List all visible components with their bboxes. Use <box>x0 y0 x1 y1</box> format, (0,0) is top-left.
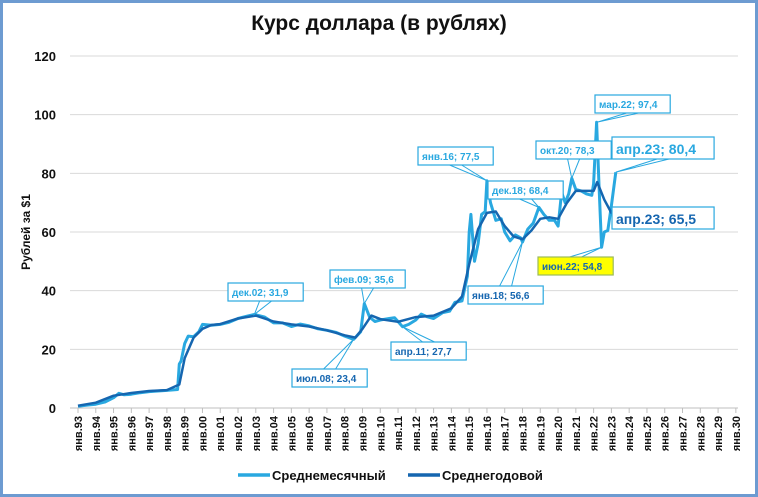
x-tick-label: янв.15 <box>464 416 476 451</box>
x-tick-label: янв.99 <box>180 416 192 451</box>
x-tick-label: янв.24 <box>624 415 636 451</box>
annotation-label: июл.08; 23,4 <box>296 374 357 385</box>
annotation-box <box>611 136 715 160</box>
x-tick-label: янв.96 <box>126 416 138 451</box>
y-tick-label: 80 <box>42 166 56 181</box>
annotation-leader <box>615 158 670 173</box>
annotation-label: янв.16; 77,5 <box>422 152 480 163</box>
x-tick-label: янв.05 <box>286 416 298 451</box>
annotation-label: янв.18; 56,6 <box>472 291 530 302</box>
y-tick-label: 0 <box>49 401 56 416</box>
annotation-label: фев.09; 35,6 <box>334 274 394 286</box>
x-axis: янв.93 янв.94 янв.95 янв.96 янв.97 янв.98 янв.… <box>70 407 743 451</box>
data-annotations: дек.02; 31,9 июл.08; 23,4 фев.09; 35,6 апр.… <box>227 94 715 388</box>
legend: Среднемесячный Среднегодовой <box>238 468 543 483</box>
x-tick-label: янв.22 <box>589 416 601 451</box>
x-tick-label: янв.98 <box>162 416 174 451</box>
y-tick-label: 60 <box>42 225 56 240</box>
x-tick-label: янв.94 <box>91 415 103 451</box>
x-tick-label: янв.06 <box>304 416 316 451</box>
annotation-box <box>594 94 671 114</box>
y-tick-label: 40 <box>42 284 56 299</box>
x-tick-label: янв.13 <box>429 416 441 451</box>
x-tick-label: янв.10 <box>375 416 387 451</box>
annotation-leader <box>361 287 375 305</box>
x-tick-label: янв.09 <box>357 416 369 451</box>
x-tick-label: янв.29 <box>713 416 725 451</box>
annotation-box <box>467 285 544 305</box>
x-tick-label: янв.00 <box>197 416 209 451</box>
y-tick-label: 20 <box>42 342 56 357</box>
annotation-leader <box>519 198 540 208</box>
annotation-box <box>611 206 715 230</box>
annotation-leader <box>449 164 488 182</box>
annotation-label: апр.23; 65,5 <box>616 211 696 227</box>
annotation-leader <box>323 339 355 370</box>
legend-label: Среднемесячный <box>272 468 386 483</box>
annotation-box <box>487 180 564 200</box>
x-tick-label: янв.93 <box>73 416 85 451</box>
x-tick-label: янв.02 <box>233 416 245 451</box>
annotation-label: дек.02; 31,9 <box>232 288 289 299</box>
x-tick-label: янв.25 <box>642 416 654 451</box>
x-tick-label: янв.07 <box>322 416 334 451</box>
annotation-label: мар.22; 97,4 <box>599 100 658 111</box>
annotation-label: апр.11; 27,7 <box>395 347 452 358</box>
x-tick-label: янв.28 <box>695 416 707 451</box>
x-tick-label: янв.12 <box>411 416 423 451</box>
x-tick-label: янв.16 <box>482 416 494 451</box>
annotation-box <box>535 140 612 160</box>
y-axis-label: Рублей за $1 <box>19 194 33 270</box>
x-tick-label: янв.03 <box>251 416 263 451</box>
series-line-yearly <box>77 180 617 407</box>
annotation-label: июн.22; 54,8 <box>542 262 603 273</box>
annotation-box <box>329 269 406 289</box>
annotation-label: окт.20; 78,3 <box>540 146 595 157</box>
series-line-monthly <box>77 120 618 408</box>
annotation-leader <box>402 326 435 343</box>
x-tick-label: янв.18 <box>518 416 530 451</box>
x-tick-label: янв.11 <box>393 416 405 451</box>
x-tick-label: янв.30 <box>731 416 743 451</box>
y-tick-label: 120 <box>34 49 56 64</box>
annotation-label: дек.18; 68,4 <box>492 186 549 197</box>
series-lines <box>77 120 618 408</box>
annotation-box <box>291 368 368 388</box>
x-tick-label: янв.08 <box>340 416 352 451</box>
x-tick-label: янв.04 <box>269 415 281 451</box>
annotation-box <box>390 341 467 361</box>
x-tick-label: янв.95 <box>109 416 121 451</box>
annotation-leader <box>499 241 523 287</box>
chart-title: Курс доллара (в рублях) <box>251 12 507 35</box>
x-tick-label: янв.19 <box>535 416 547 451</box>
y-tick-label: 100 <box>34 108 56 123</box>
x-tick-label: янв.97 <box>144 416 156 451</box>
x-tick-label: янв.01 <box>215 416 227 451</box>
x-tick-label: янв.14 <box>446 415 458 451</box>
annotation-box <box>417 146 494 166</box>
legend-label: Среднегодовой <box>442 468 543 483</box>
x-tick-label: янв.20 <box>553 416 565 451</box>
annotation-leader <box>567 158 581 181</box>
annotation-label: апр.23; 80,4 <box>616 141 696 157</box>
annotation-box <box>537 256 614 276</box>
x-tick-label: янв.23 <box>606 416 618 451</box>
x-tick-label: янв.26 <box>660 416 672 451</box>
annotation-leader <box>596 112 639 123</box>
annotation-box <box>227 282 304 302</box>
y-axis-ticks: 0 20 40 60 80 100 120 <box>34 49 56 416</box>
x-tick-label: янв.21 <box>571 416 583 451</box>
x-tick-label: янв.27 <box>678 416 690 451</box>
x-tick-label: янв.17 <box>500 416 512 451</box>
annotation-leader <box>569 246 602 258</box>
annotation-leader <box>253 300 272 316</box>
